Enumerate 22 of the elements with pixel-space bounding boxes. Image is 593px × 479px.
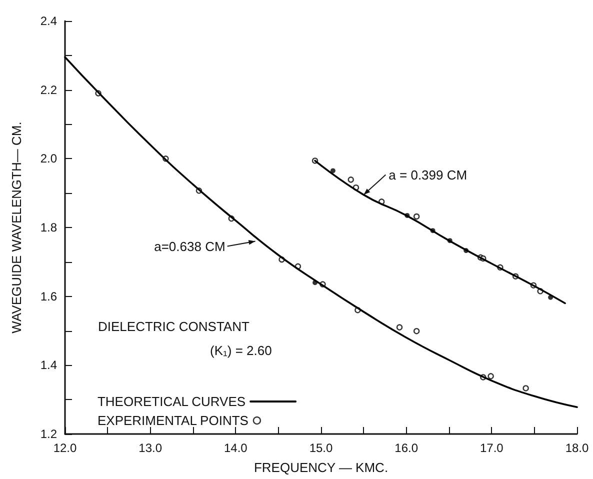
annotation: DIELECTRIC CONSTANT — [98, 319, 250, 334]
y-tick-label: 2.4 — [40, 14, 58, 28]
y-tick-label: 1.6 — [40, 289, 58, 304]
annotation: (K₁) = 2.60 — [210, 343, 272, 358]
x-tick-label: 15.0 — [309, 441, 333, 455]
x-tick-label: 12.0 — [53, 441, 77, 455]
y-tick-label: 2.0 — [40, 152, 58, 166]
x-tick-label: 13.0 — [138, 441, 162, 455]
legend-label: THEORETICAL CURVES — [97, 394, 246, 409]
y-axis-title: WAVEGUIDE WAVELENGTH— CM. — [9, 122, 24, 334]
y-tick-label: 1.4 — [40, 358, 58, 372]
annotation: a=0.638 CM — [154, 238, 226, 254]
y-tick-label: 1.8 — [40, 220, 58, 234]
y-tick-label: 1.2 — [40, 427, 58, 441]
x-tick-label: 16.0 — [394, 441, 418, 455]
annotation: a = 0.399 CM — [388, 167, 468, 182]
legend-label: EXPERIMENTAL POINTS — [97, 413, 249, 428]
x-axis-title: FREQUENCY — KMC. — [254, 460, 388, 475]
x-tick-label: 14.0 — [224, 441, 248, 455]
x-tick-label: 18.0 — [565, 441, 589, 455]
x-tick-label: 17.0 — [480, 441, 504, 455]
y-tick-label: 2.2 — [40, 82, 58, 97]
